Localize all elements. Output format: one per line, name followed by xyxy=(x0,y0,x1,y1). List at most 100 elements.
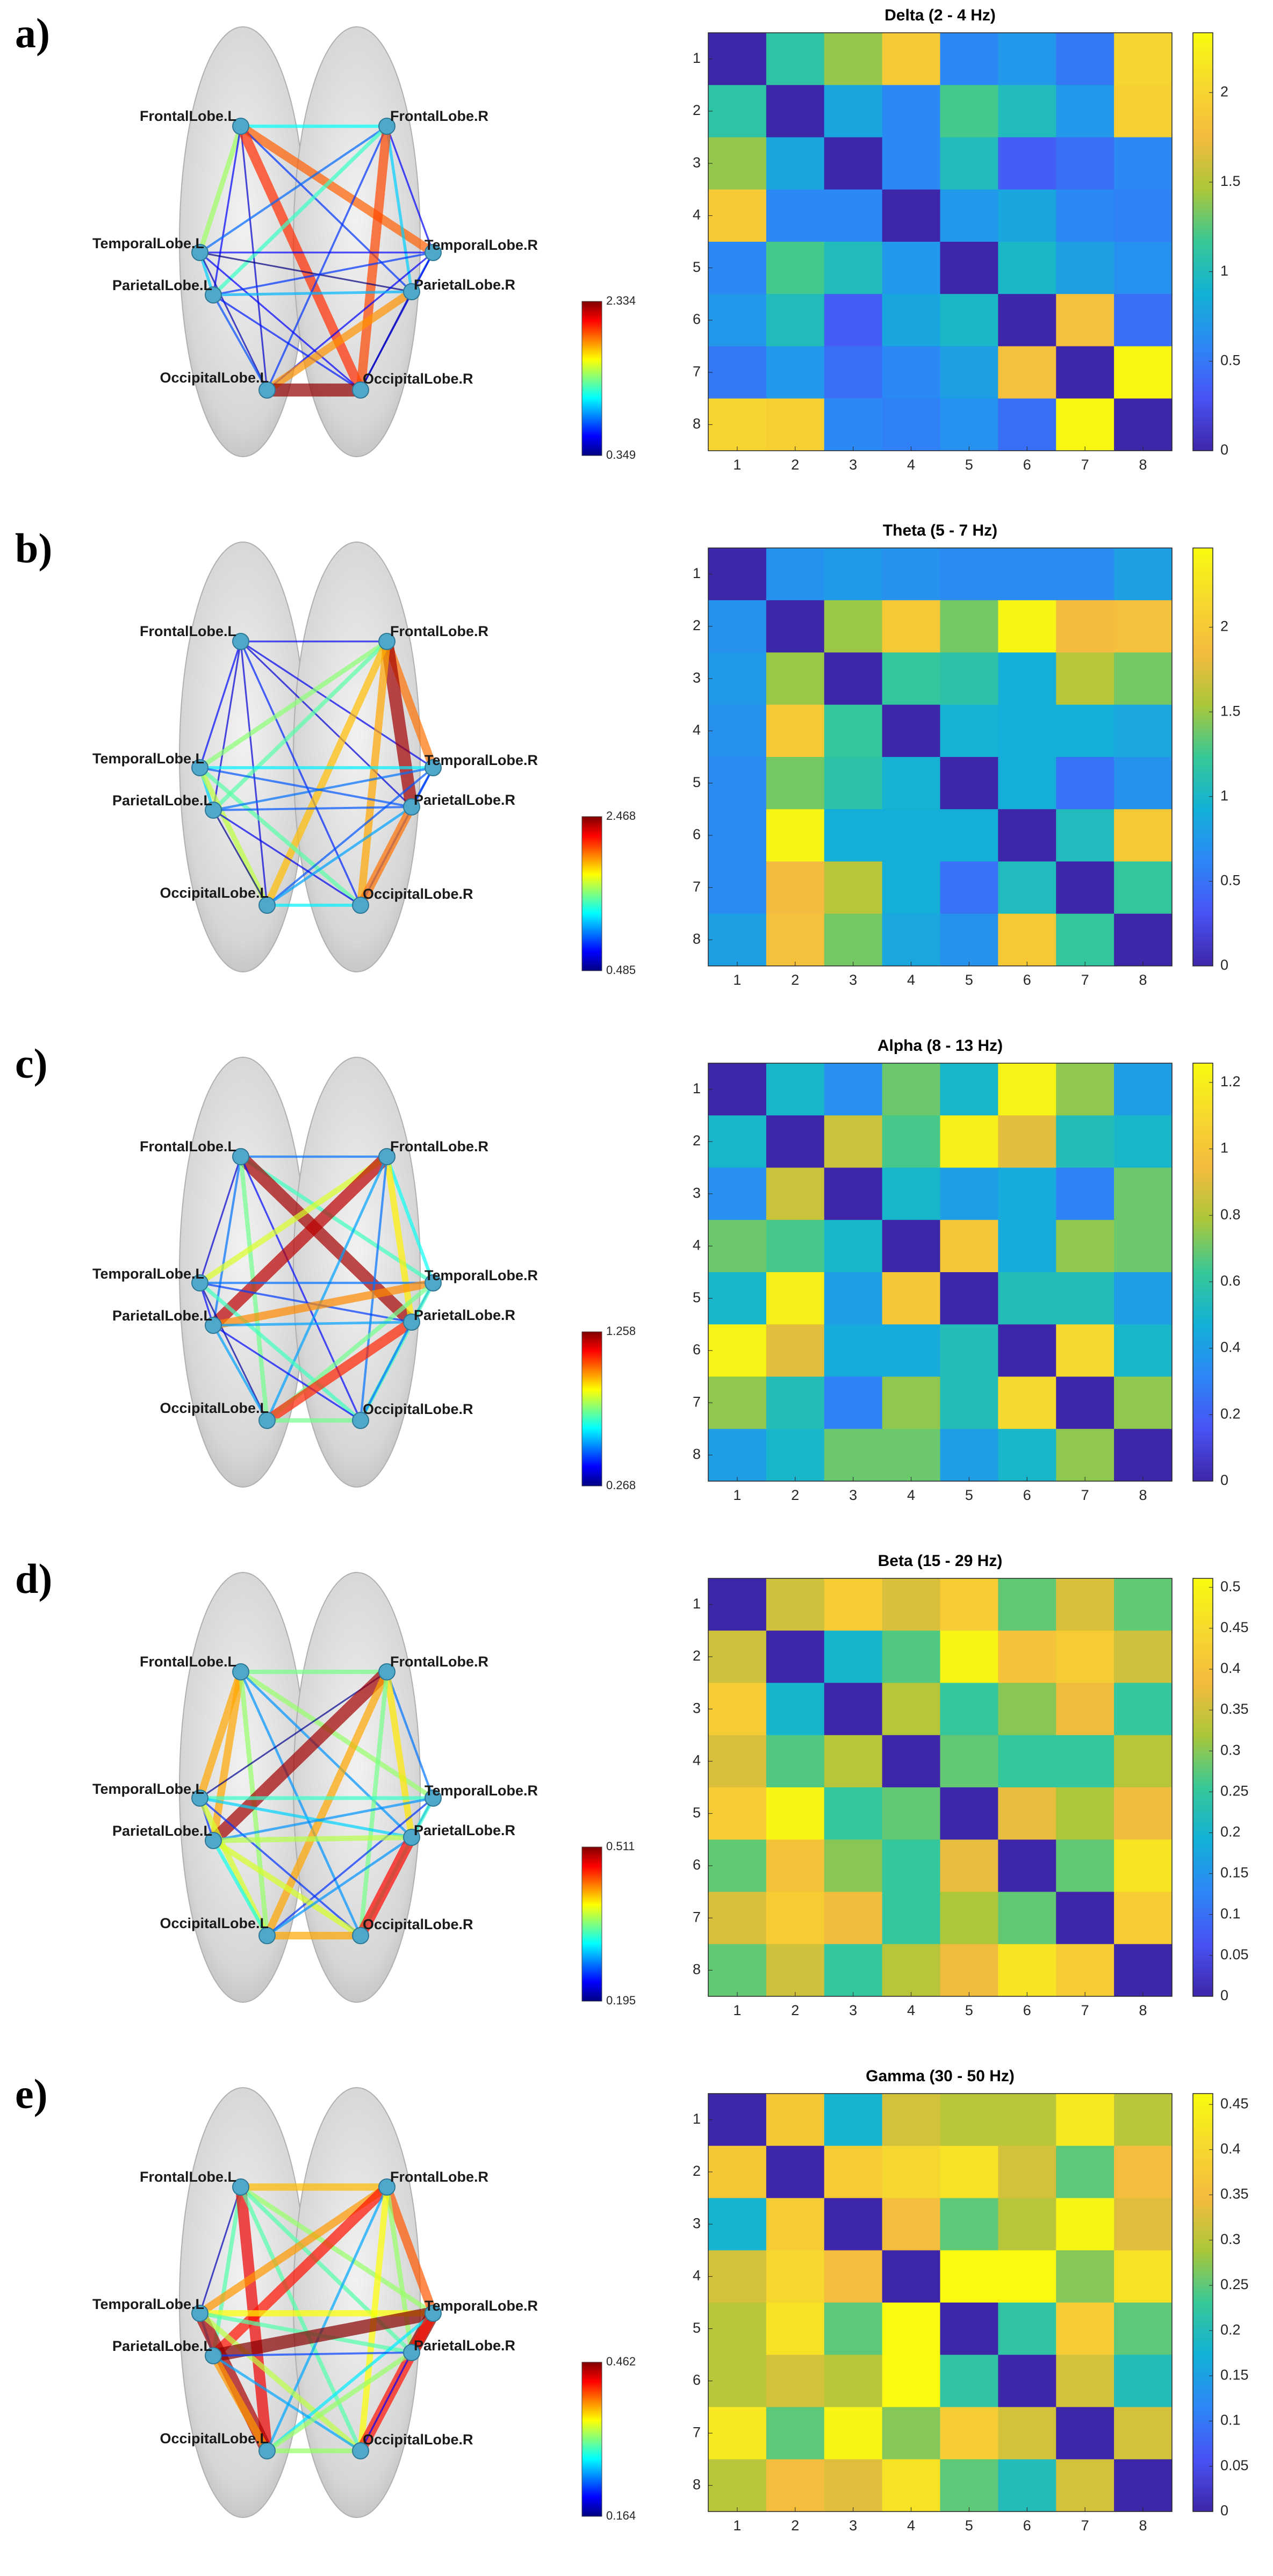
heatmap-cell xyxy=(998,1839,1056,1892)
heatmap-cell xyxy=(766,2250,825,2303)
node xyxy=(403,1829,420,1846)
node-label: OccipitalLobe.R xyxy=(363,1916,473,1932)
colorbar-tick-label: 0.462 xyxy=(606,2355,636,2368)
heatmap-cell xyxy=(824,398,883,451)
heatmap-cell xyxy=(824,2198,883,2251)
heatmap-cell xyxy=(998,137,1056,190)
heatmap-cell xyxy=(824,85,883,138)
heatmap-cell xyxy=(1056,2407,1114,2460)
heatmap-cell xyxy=(824,346,883,399)
node xyxy=(258,1412,276,1429)
node-label: TemporalLobe.R xyxy=(425,752,538,768)
x-tick-label: 5 xyxy=(965,2517,973,2534)
node xyxy=(425,1274,442,1291)
heatmap-cell xyxy=(766,704,825,757)
panel-label: a) xyxy=(15,10,50,56)
heatmap-cell xyxy=(882,2407,940,2460)
y-tick-label: 7 xyxy=(693,1394,701,1410)
edge xyxy=(198,1796,413,1839)
colorbar-tick-label: 2 xyxy=(1220,83,1228,99)
heatmap-cell xyxy=(882,294,940,347)
node-label: TemporalLobe.L xyxy=(92,235,204,251)
edge xyxy=(266,125,388,391)
heatmap-cell xyxy=(882,398,940,451)
heatmap-cell xyxy=(940,1376,998,1430)
node xyxy=(232,1148,249,1165)
heatmap-cell xyxy=(766,1578,825,1631)
heatmap-cell xyxy=(708,85,767,138)
node-label: TemporalLobe.R xyxy=(425,1783,538,1799)
edge xyxy=(265,2312,435,2452)
heatmap-cell xyxy=(1056,33,1114,85)
heatmap-cell xyxy=(708,1272,767,1325)
edge xyxy=(359,1321,413,1422)
heatmap-cell xyxy=(940,1735,998,1788)
node xyxy=(352,897,369,914)
node-label: ParietalLobe.L xyxy=(112,1308,212,1324)
heatmap-cell xyxy=(1056,1787,1114,1840)
heatmap-cell xyxy=(998,1787,1056,1840)
heatmap-cell xyxy=(766,1272,825,1325)
node xyxy=(258,2442,276,2459)
x-tick-label: 3 xyxy=(849,972,857,988)
heatmap-cell xyxy=(824,1892,883,1945)
colorbar-tick-label: 0 xyxy=(1220,1472,1228,1488)
colorbar-tick-label: 1.5 xyxy=(1220,703,1241,719)
heatmap-cell xyxy=(940,1892,998,1945)
plot-frame xyxy=(708,2093,1173,2512)
node-label: TemporalLobe.R xyxy=(425,237,538,253)
x-tick-label: 7 xyxy=(1081,2517,1089,2534)
heatmap-cell xyxy=(882,1220,940,1273)
heatmap-cell xyxy=(766,2094,825,2146)
x-tick-label: 1 xyxy=(733,457,741,473)
y-tick-label: 8 xyxy=(693,416,701,432)
heatmap-cell xyxy=(1114,1630,1173,1683)
node-label: ParietalLobe.R xyxy=(414,277,515,293)
heatmap-cell xyxy=(708,398,767,451)
node xyxy=(425,759,442,776)
x-tick-label: 1 xyxy=(733,1487,741,1503)
node xyxy=(403,1314,420,1331)
colorbar-tick-label: 0.25 xyxy=(1220,1783,1249,1799)
edge xyxy=(265,1155,389,1422)
y-tick-label: 2 xyxy=(693,617,701,633)
heatmap-cell xyxy=(882,1428,940,1482)
heatmap-cell xyxy=(766,1115,825,1168)
heatmap-cell xyxy=(882,189,940,242)
heatmap-cell xyxy=(708,2198,767,2251)
panel: d) FrontalLobe.L FrontalLobe.R TemporalLobe… xyxy=(15,1552,1249,2018)
heatmap-cell xyxy=(940,398,998,451)
edge xyxy=(212,294,362,391)
heatmap-cell xyxy=(766,2407,825,2460)
heatmap-cell xyxy=(766,1735,825,1788)
edge xyxy=(212,809,362,906)
node xyxy=(205,2347,222,2364)
heatmap-cell xyxy=(1056,137,1114,190)
edge xyxy=(235,121,366,395)
heatmap-cell xyxy=(940,704,998,757)
heatmap-cell xyxy=(1056,1376,1114,1430)
edge xyxy=(359,291,413,391)
node xyxy=(258,897,276,914)
heatmap-cell xyxy=(824,2094,883,2146)
heatmap-cell xyxy=(766,1839,825,1892)
y-tick-label: 5 xyxy=(693,2320,701,2336)
plot-frame xyxy=(708,32,1173,451)
edge xyxy=(385,125,413,293)
colorbar-tick-label: 0.195 xyxy=(606,1994,636,2007)
x-tick-label: 6 xyxy=(1023,2517,1031,2534)
y-tick-label: 2 xyxy=(693,1648,701,1664)
y-tick-label: 6 xyxy=(693,311,701,327)
x-tick-label: 8 xyxy=(1139,972,1147,988)
heatmap-cell xyxy=(998,242,1056,294)
heatmap-cell xyxy=(766,2355,825,2407)
heatmap-cell xyxy=(824,1630,883,1683)
heatmap-cell xyxy=(824,913,883,966)
y-tick-label: 2 xyxy=(693,2163,701,2179)
colorbar-tick-label: 0.15 xyxy=(1220,1865,1249,1881)
edge xyxy=(210,1837,364,1939)
y-tick-label: 1 xyxy=(693,1080,701,1096)
panel: b) FrontalLobe.L FrontalLobe.R TemporalLobe… xyxy=(15,522,1241,988)
heatmap-cell xyxy=(940,2459,998,2512)
